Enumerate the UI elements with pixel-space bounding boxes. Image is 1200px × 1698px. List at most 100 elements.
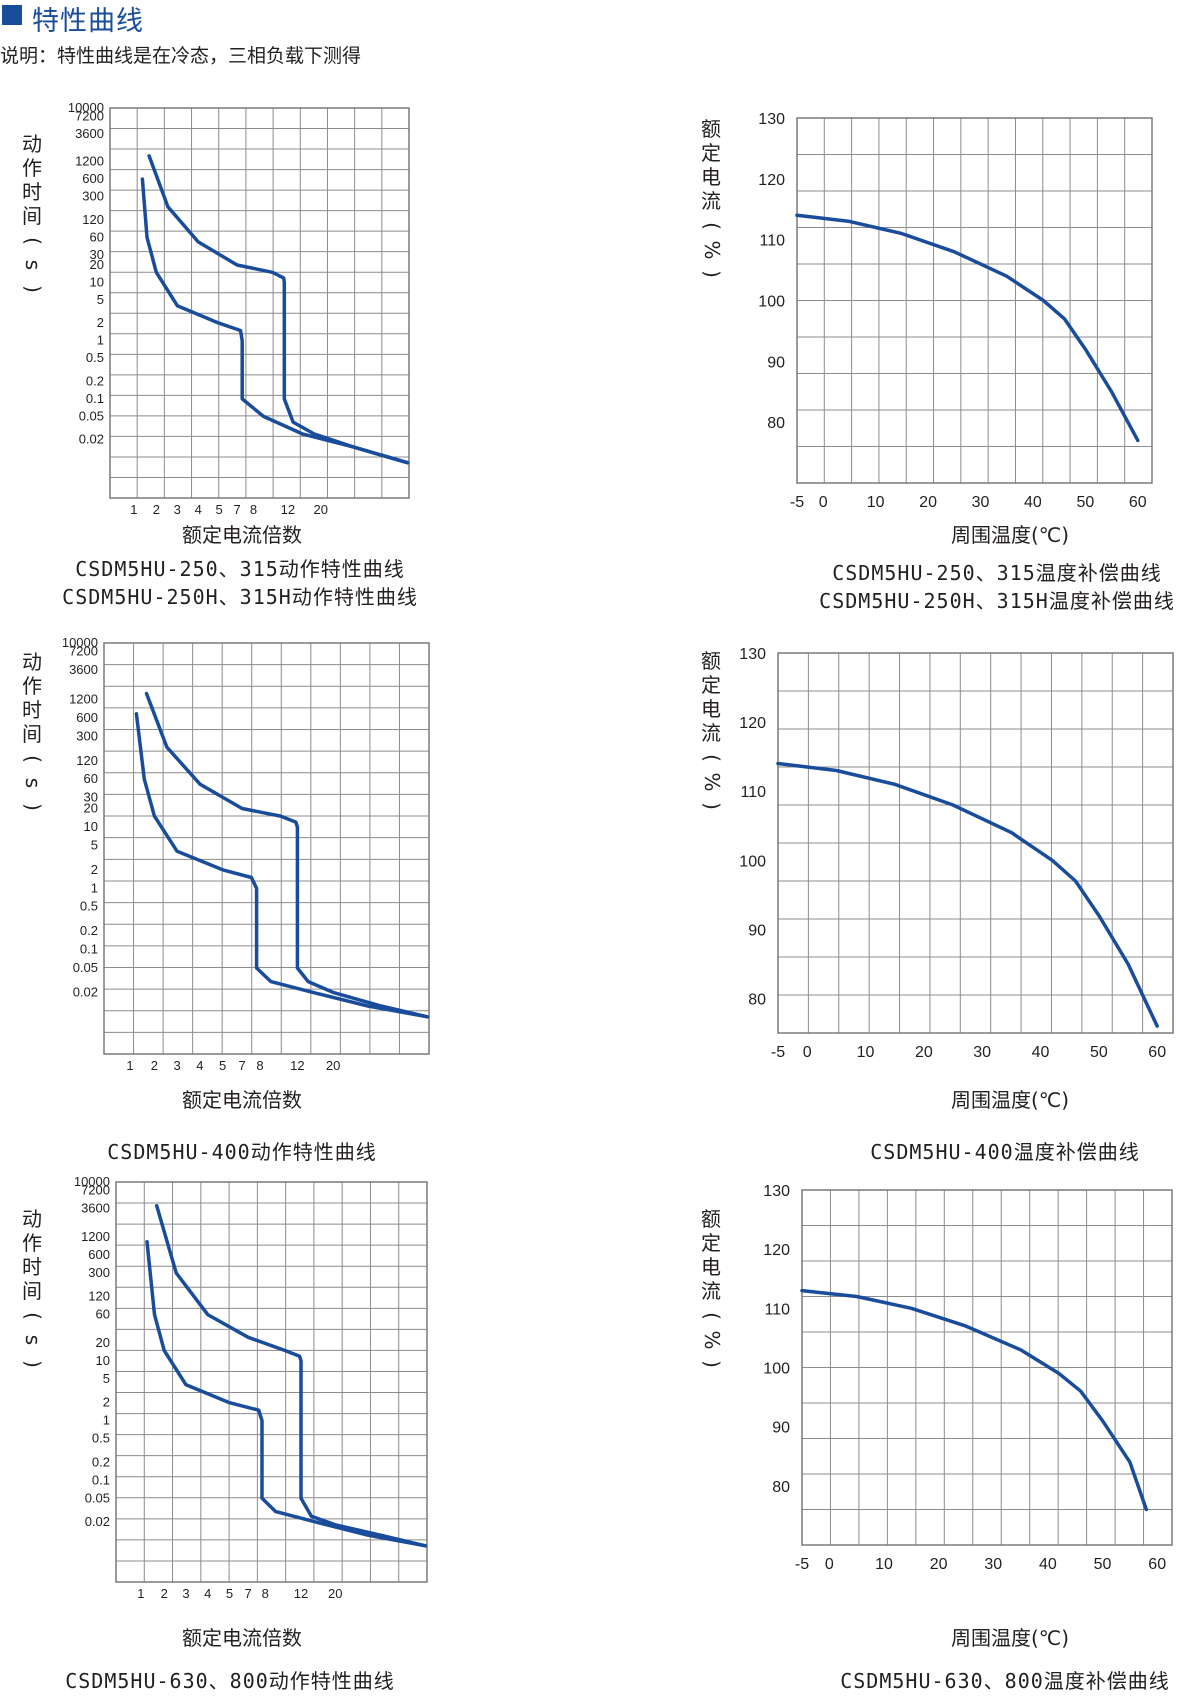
y-axis-label-char: 作 — [22, 1231, 42, 1255]
y-tick-label: 90 — [772, 1420, 790, 1437]
y-axis-label-char: ) — [700, 802, 724, 810]
y-axis-label-char: 时 — [22, 698, 42, 722]
y-tick-label: 0.1 — [80, 942, 98, 957]
y-axis-label-char: ( — [700, 222, 724, 230]
y-tick-label: 90 — [748, 922, 766, 939]
y-tick-label: 300 — [88, 1265, 110, 1280]
x-tick-label: 20 — [326, 1058, 340, 1073]
y-axis-label-char: 流 — [701, 1279, 721, 1303]
x-tick-label: 2 — [151, 1058, 158, 1073]
y-tick-label: 0.02 — [73, 984, 98, 999]
x-tick-label: 7 — [245, 1586, 252, 1601]
x-tick-label: 5 — [226, 1586, 233, 1601]
y-axis-label-char: 额 — [701, 649, 721, 673]
y-axis-label-char: % — [700, 772, 724, 791]
y-tick-label: 0.1 — [86, 391, 104, 406]
x-tick-label: 50 — [1090, 1044, 1108, 1061]
y-axis-label-char: s — [21, 260, 45, 270]
page-title: 特性曲线 — [32, 6, 144, 37]
y-tick-label: 1200 — [81, 1229, 110, 1244]
y-axis-label-char: 动 — [22, 1207, 42, 1231]
y-tick-label: 0.2 — [92, 1454, 110, 1469]
x-tick-label: 8 — [256, 1058, 263, 1073]
y-axis-label-char: ) — [21, 285, 45, 293]
x-tick-label: 40 — [1024, 494, 1042, 511]
y-tick-label: 0.02 — [85, 1514, 110, 1529]
y-axis-label: 额定电流 (%) — [700, 117, 724, 278]
y-tick-label: 110 — [764, 1301, 790, 1318]
series-curve-0 — [800, 1288, 1149, 1512]
y-tick-label: 1200 — [75, 154, 104, 169]
y-axis-label-char: ( — [700, 1312, 724, 1320]
y-axis-label-char: 作 — [22, 156, 42, 180]
x-tick-label: 20 — [915, 1044, 933, 1061]
y-tick-label: 20 — [90, 257, 104, 272]
y-axis-label-char: s — [21, 778, 45, 788]
y-tick-label: 120 — [739, 715, 766, 732]
y-tick-label: 3600 — [69, 662, 98, 677]
y-tick-label: 120 — [88, 1289, 110, 1304]
series-curve-0 — [145, 1239, 428, 1548]
x-tick-label: 0 — [803, 1044, 812, 1061]
chart-caption: CSDM5HU-250、315温度补偿曲线 — [832, 561, 1162, 585]
y-tick-label: 10000 — [74, 1174, 110, 1189]
x-axis-label: 额定电流倍数 — [182, 1626, 302, 1650]
y-axis-label-char: ( — [700, 754, 724, 762]
plot-frame — [777, 652, 1174, 1034]
y-axis-label-char: ( — [21, 1312, 45, 1320]
x-tick-label: 3 — [174, 502, 181, 517]
y-tick-label: 2 — [103, 1395, 110, 1410]
x-tick-label: 4 — [204, 1586, 211, 1601]
y-tick-label: 20 — [96, 1335, 110, 1350]
y-axis-label-char: 时 — [22, 1255, 42, 1279]
y-axis-label-char: ( — [21, 237, 45, 245]
y-tick-label: 10000 — [62, 635, 98, 650]
y-tick-label: 110 — [740, 784, 766, 801]
y-axis-label-char: 时 — [22, 180, 42, 204]
grid — [777, 652, 1174, 1034]
x-tick-label: 10 — [875, 1556, 893, 1573]
x-tick-label: 50 — [1076, 494, 1094, 511]
chart-0: 10000720036001200600300120603020105210.5… — [21, 100, 417, 609]
y-tick-label: 300 — [82, 189, 104, 204]
header-square-icon — [2, 5, 22, 25]
x-tick-label: -5 — [795, 1556, 809, 1573]
x-tick-label: 4 — [195, 502, 202, 517]
y-tick-label: 7200 — [81, 1183, 110, 1198]
y-tick-label: 10 — [84, 819, 98, 834]
x-tick-label: 60 — [1148, 1044, 1166, 1061]
x-axis-label: 额定电流倍数 — [182, 523, 302, 547]
grid — [796, 117, 1153, 484]
y-tick-label: 100 — [763, 1361, 790, 1378]
x-tick-label: -5 — [771, 1044, 785, 1061]
y-tick-label: 1 — [97, 333, 104, 348]
x-tick-label: 60 — [1148, 1556, 1166, 1573]
y-tick-label: 0.5 — [92, 1431, 110, 1446]
y-axis-label-char: 电 — [701, 165, 721, 189]
y-tick-label: 0.05 — [85, 1490, 110, 1505]
y-axis-label-char: ) — [21, 803, 45, 811]
x-axis-label: 周围温度(℃) — [951, 1626, 1069, 1650]
plot-frame — [109, 107, 410, 499]
x-tick-label: 20 — [328, 1586, 342, 1601]
x-axis-label: 额定电流倍数 — [182, 1088, 302, 1112]
x-tick-label: 20 — [314, 502, 328, 517]
y-axis-label-char: 作 — [22, 674, 42, 698]
y-tick-label: 60 — [90, 229, 104, 244]
x-tick-label: 12 — [281, 502, 295, 517]
y-axis-label-char: 间 — [22, 722, 42, 746]
x-tick-label: 20 — [930, 1556, 948, 1573]
x-tick-label: 10 — [857, 1044, 875, 1061]
y-tick-label: 7200 — [75, 108, 104, 123]
y-tick-label: 600 — [82, 171, 104, 186]
y-tick-label: 80 — [767, 415, 785, 432]
y-axis-label-char: 电 — [701, 697, 721, 721]
x-axis-label: 周围温度(℃) — [951, 1088, 1069, 1112]
x-tick-label: 4 — [196, 1058, 203, 1073]
grid — [103, 642, 430, 1055]
grid — [115, 1181, 428, 1583]
y-tick-label: 100 — [739, 853, 766, 870]
y-tick-label: 30 — [84, 790, 98, 805]
